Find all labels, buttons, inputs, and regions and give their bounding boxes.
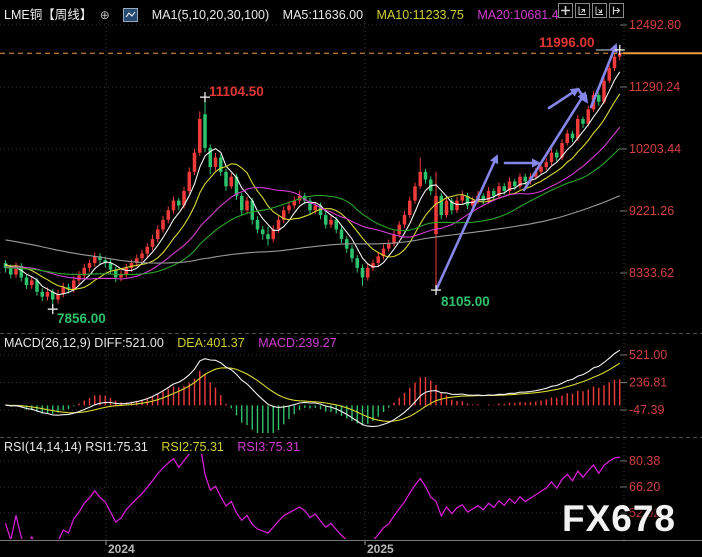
ma5-value: MA5:11636.00 — [282, 8, 364, 22]
rsi-header: RSI(14,14,14) RSI1:75.31 RSI2:75.31 RSI3… — [4, 440, 310, 454]
rsi2-value: RSI2:75.31 — [161, 440, 224, 454]
svg-text:9221.26: 9221.26 — [629, 204, 674, 218]
svg-text:236.81: 236.81 — [629, 375, 667, 389]
macd-bar-value: MACD:239.27 — [258, 336, 337, 350]
expand-icon[interactable]: ⊕ — [99, 8, 110, 22]
chart-toolbar — [558, 3, 624, 18]
svg-text:-47.39: -47.39 — [629, 403, 664, 417]
svg-text:11996.00: 11996.00 — [539, 35, 595, 50]
detach-window-icon[interactable] — [609, 3, 624, 18]
rsi3-value: RSI3:75.31 — [237, 440, 300, 454]
rsi1-value: RSI(14,14,14) RSI1:75.31 — [4, 440, 148, 454]
macd-name-diff: MACD(26,12,9) DIFF:521.00 — [4, 336, 164, 350]
macd-dea-value: DEA:401.37 — [177, 336, 245, 350]
indicator-panel-icon[interactable] — [592, 3, 607, 18]
crosshair-icon[interactable] — [558, 3, 573, 18]
svg-text:10203.44: 10203.44 — [629, 142, 681, 156]
svg-text:11104.50: 11104.50 — [209, 84, 264, 99]
ma10-value: MA10:11233.75 — [376, 8, 464, 22]
svg-text:12492.80: 12492.80 — [629, 18, 681, 32]
svg-text:80.38: 80.38 — [629, 454, 660, 468]
chart-header: LME铜【周线】 ⊕ MA1(5,10,20,30,100) MA5:11636… — [4, 4, 569, 23]
svg-text:2024: 2024 — [108, 542, 135, 556]
chart-type-icon[interactable] — [123, 8, 139, 22]
svg-text:52.02: 52.02 — [629, 506, 660, 520]
main-panel-icon[interactable] — [575, 3, 590, 18]
svg-text:7856.00: 7856.00 — [57, 311, 106, 326]
instrument-title: LME铜【周线】 — [4, 8, 93, 22]
ma-group-label: MA1(5,10,20,30,100) — [151, 8, 270, 22]
svg-text:2025: 2025 — [367, 542, 394, 556]
fx678-watermark: FX678 — [562, 498, 677, 539]
svg-text:11290.24: 11290.24 — [629, 80, 680, 94]
macd-header: MACD(26,12,9) DIFF:521.00 DEA:401.37 MAC… — [4, 336, 347, 350]
svg-text:521.00: 521.00 — [629, 348, 667, 362]
ma20-value: MA20:10681.4 — [477, 8, 559, 22]
svg-text:8105.00: 8105.00 — [441, 294, 490, 309]
svg-text:66.20: 66.20 — [629, 480, 660, 494]
svg-text:8333.62: 8333.62 — [629, 266, 674, 280]
